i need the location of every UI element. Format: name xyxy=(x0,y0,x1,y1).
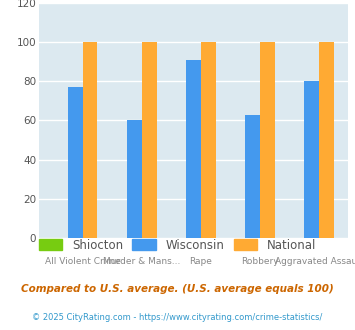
Text: Compared to U.S. average. (U.S. average equals 100): Compared to U.S. average. (U.S. average … xyxy=(21,284,334,294)
Bar xyxy=(245,115,260,238)
Text: Aggravated Assault: Aggravated Assault xyxy=(275,257,355,266)
Legend: Shiocton, Wisconsin, National: Shiocton, Wisconsin, National xyxy=(34,234,321,256)
Bar xyxy=(186,60,201,238)
Text: Murder & Mans...: Murder & Mans... xyxy=(103,257,180,266)
Text: All Violent Crime: All Violent Crime xyxy=(45,257,120,266)
Text: Rape: Rape xyxy=(190,257,212,266)
Bar xyxy=(201,42,215,238)
Bar xyxy=(142,42,157,238)
Bar xyxy=(319,42,334,238)
Text: © 2025 CityRating.com - https://www.cityrating.com/crime-statistics/: © 2025 CityRating.com - https://www.city… xyxy=(32,313,323,322)
Bar xyxy=(68,87,83,238)
Text: Robbery: Robbery xyxy=(241,257,279,266)
Bar xyxy=(304,82,319,238)
Bar xyxy=(127,120,142,238)
Bar xyxy=(83,42,97,238)
Bar xyxy=(260,42,275,238)
